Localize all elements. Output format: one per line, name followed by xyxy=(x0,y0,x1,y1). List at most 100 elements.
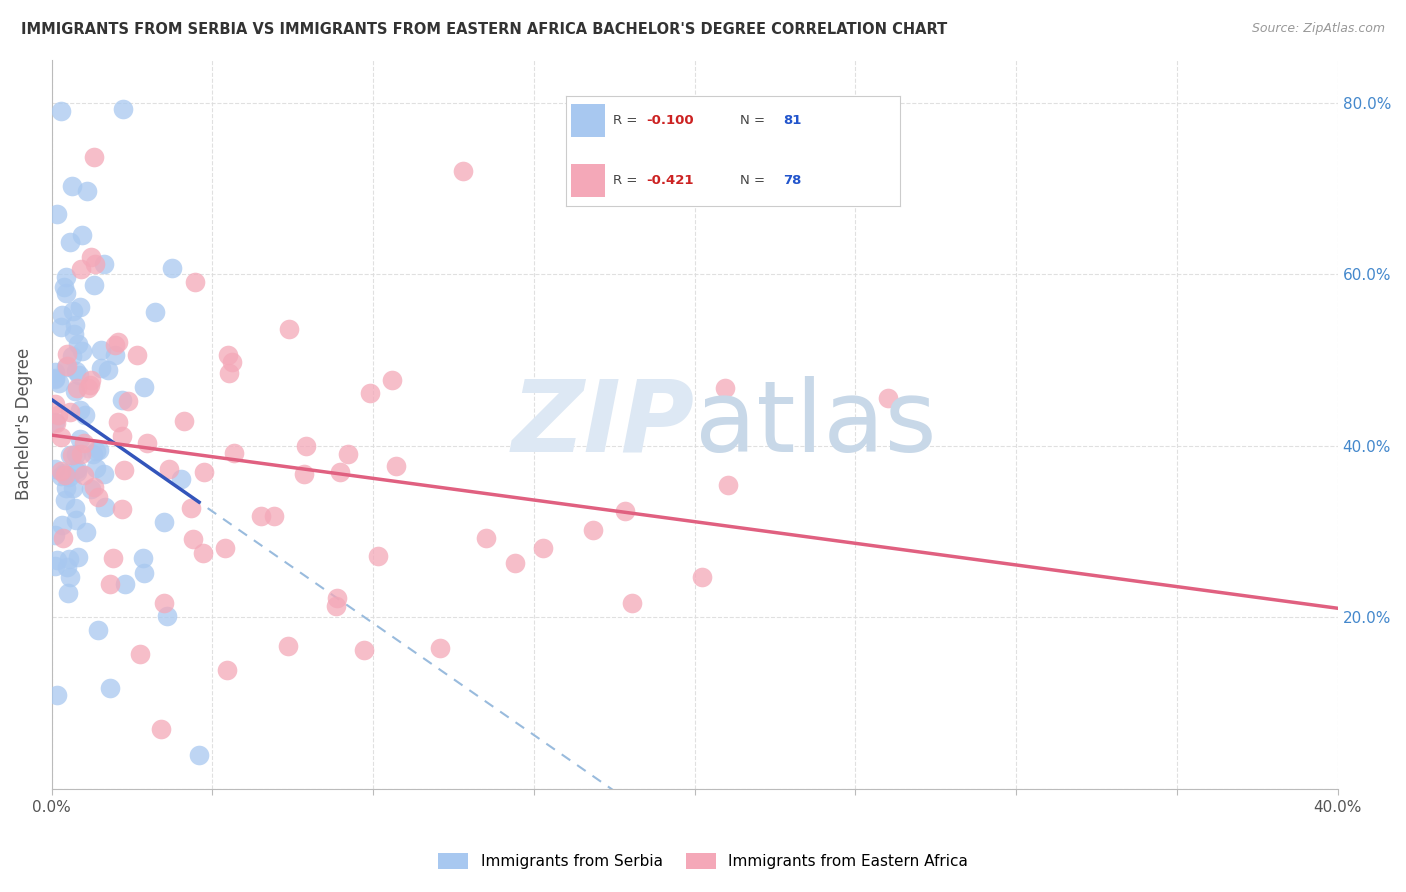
Point xyxy=(214,541,236,556)
Point xyxy=(66,381,89,395)
Point xyxy=(69,403,91,417)
Point xyxy=(143,305,166,319)
Point xyxy=(111,502,134,516)
Point xyxy=(173,414,195,428)
Point xyxy=(329,465,352,479)
Point xyxy=(475,531,498,545)
Point xyxy=(451,164,474,178)
Point xyxy=(93,467,115,481)
Point xyxy=(55,347,77,361)
Point xyxy=(385,459,408,474)
Point xyxy=(128,647,150,661)
Point xyxy=(111,429,134,443)
Point xyxy=(60,448,83,462)
Point xyxy=(218,366,240,380)
Point xyxy=(53,468,76,483)
Point xyxy=(83,277,105,292)
Point xyxy=(134,380,156,394)
Point xyxy=(51,518,73,533)
Point xyxy=(84,444,107,458)
Point xyxy=(217,663,239,677)
Point xyxy=(359,386,381,401)
Point xyxy=(46,688,69,702)
Point xyxy=(63,327,86,342)
Point xyxy=(188,747,211,762)
Point xyxy=(714,381,737,395)
Point xyxy=(55,359,77,374)
Point xyxy=(59,405,82,419)
Point xyxy=(83,257,105,271)
Point xyxy=(132,551,155,566)
Point xyxy=(160,261,183,276)
Point xyxy=(69,432,91,446)
Point xyxy=(76,381,98,395)
Point xyxy=(533,541,555,555)
Point xyxy=(278,322,301,336)
Point xyxy=(152,515,174,529)
Point xyxy=(429,640,451,655)
Point xyxy=(80,373,103,387)
Point xyxy=(66,461,89,475)
Point xyxy=(250,508,273,523)
Point xyxy=(58,551,80,566)
Point xyxy=(48,408,70,422)
Point xyxy=(86,624,108,638)
Point xyxy=(97,363,120,377)
Point xyxy=(87,490,110,504)
Point xyxy=(614,504,637,518)
Point xyxy=(112,463,135,477)
Point xyxy=(44,366,66,380)
Point xyxy=(221,355,243,369)
Point xyxy=(70,261,93,276)
Point xyxy=(170,472,193,486)
Point xyxy=(94,500,117,514)
Point xyxy=(51,104,73,119)
Point xyxy=(326,591,349,605)
Point xyxy=(80,250,103,264)
Point xyxy=(56,560,79,574)
Point xyxy=(84,461,107,475)
Point xyxy=(75,524,97,539)
Point xyxy=(66,550,89,565)
Point xyxy=(367,549,389,563)
Point xyxy=(49,464,72,478)
Point xyxy=(325,599,347,613)
Point xyxy=(63,384,86,399)
Point xyxy=(83,150,105,164)
Text: ZIP: ZIP xyxy=(512,376,695,473)
Point xyxy=(44,528,66,542)
Point xyxy=(582,524,605,538)
Point xyxy=(224,446,246,460)
Point xyxy=(70,227,93,242)
Point xyxy=(56,586,79,600)
Point xyxy=(62,179,84,194)
Point xyxy=(73,435,96,450)
Point xyxy=(44,372,66,386)
Point xyxy=(49,319,72,334)
Point xyxy=(53,467,76,481)
Point xyxy=(111,392,134,407)
Point xyxy=(183,532,205,546)
Point xyxy=(93,257,115,271)
Point xyxy=(53,492,76,507)
Point xyxy=(63,501,86,516)
Point xyxy=(48,376,70,391)
Point xyxy=(44,559,66,574)
Point xyxy=(135,436,157,450)
Point xyxy=(55,481,77,495)
Point xyxy=(107,415,129,429)
Point xyxy=(65,448,87,462)
Point xyxy=(152,596,174,610)
Point xyxy=(79,377,101,392)
Point xyxy=(62,304,84,318)
Point xyxy=(44,397,66,411)
Point xyxy=(65,363,87,377)
Point xyxy=(55,269,77,284)
Y-axis label: Bachelor's Degree: Bachelor's Degree xyxy=(15,348,32,500)
Point xyxy=(44,370,66,384)
Point xyxy=(52,531,75,545)
Point xyxy=(134,566,156,581)
Point xyxy=(156,608,179,623)
Point xyxy=(157,462,180,476)
Point xyxy=(107,334,129,349)
